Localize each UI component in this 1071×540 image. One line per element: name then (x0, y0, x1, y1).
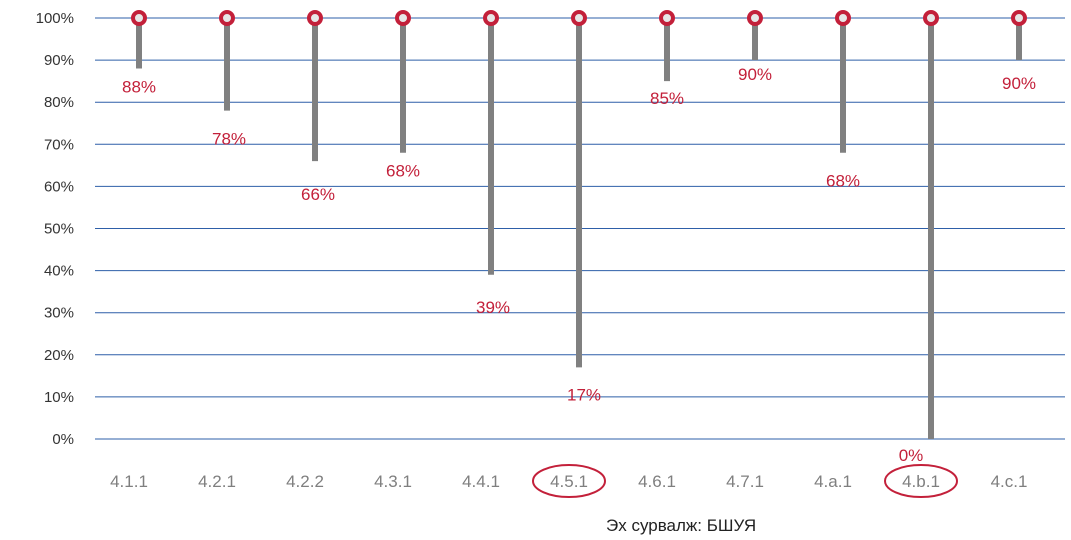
category-label: 4.5.1 (550, 472, 588, 491)
target-marker (483, 10, 499, 26)
y-tick-label: 50% (44, 221, 74, 238)
data-label: 17% (567, 385, 601, 404)
category-label: 4.4.1 (462, 472, 500, 491)
data-labels: 88% 78% 66% 68% 39% 17% 85% 90% 68% 0% 90% (122, 65, 1036, 465)
category-label: 4.b.1 (902, 472, 940, 491)
target-marker (923, 10, 939, 26)
y-tick-label: 90% (44, 52, 74, 69)
highlight-ellipse (884, 464, 958, 498)
category-label: 4.a.1 (814, 472, 852, 491)
data-label: 0% (899, 446, 924, 465)
y-tick-label: 0% (52, 431, 74, 448)
y-tick-label: 80% (44, 94, 74, 111)
data-label: 85% (650, 89, 684, 108)
data-label: 78% (212, 130, 246, 149)
data-label: 39% (476, 298, 510, 317)
x-axis-categories: 4.1.1 4.2.1 4.2.2 4.3.1 4.4.1 4.5.1 4.6.1 4.7.1… (110, 472, 1027, 491)
target-markers (131, 10, 1027, 26)
y-tick-label: 20% (44, 347, 74, 364)
y-tick-label: 30% (44, 305, 74, 322)
target-marker (835, 10, 851, 26)
category-label: 4.1.1 (110, 472, 148, 491)
value-stems (136, 18, 1022, 439)
target-marker (571, 10, 587, 26)
target-marker (131, 10, 147, 26)
y-axis-ticks: 0% 10% 20% 30% 40% 50% 60% 70% 80% 90% 100% (36, 10, 74, 448)
y-tick-label: 40% (44, 263, 74, 280)
highlight-ellipses (532, 464, 958, 498)
target-marker (307, 10, 323, 26)
category-label: 4.c.1 (991, 472, 1028, 491)
y-tick-label: 60% (44, 178, 74, 195)
highlight-ellipse (532, 464, 606, 498)
target-marker (219, 10, 235, 26)
category-label: 4.6.1 (638, 472, 676, 491)
y-tick-label: 70% (44, 136, 74, 153)
y-tick-label: 10% (44, 389, 74, 406)
data-label: 90% (1002, 74, 1036, 93)
target-marker (659, 10, 675, 26)
y-tick-label: 100% (36, 10, 74, 27)
category-label: 4.2.1 (198, 472, 236, 491)
category-label: 4.7.1 (726, 472, 764, 491)
data-label: 66% (301, 185, 335, 204)
target-marker (1011, 10, 1027, 26)
target-marker (395, 10, 411, 26)
category-label: 4.2.2 (286, 472, 324, 491)
category-label: 4.3.1 (374, 472, 412, 491)
data-label: 90% (738, 65, 772, 84)
data-label: 88% (122, 78, 156, 97)
source-note: Эх сурвалж: БШУЯ (606, 516, 757, 535)
target-marker (747, 10, 763, 26)
data-label: 68% (826, 172, 860, 191)
data-label: 68% (386, 162, 420, 181)
